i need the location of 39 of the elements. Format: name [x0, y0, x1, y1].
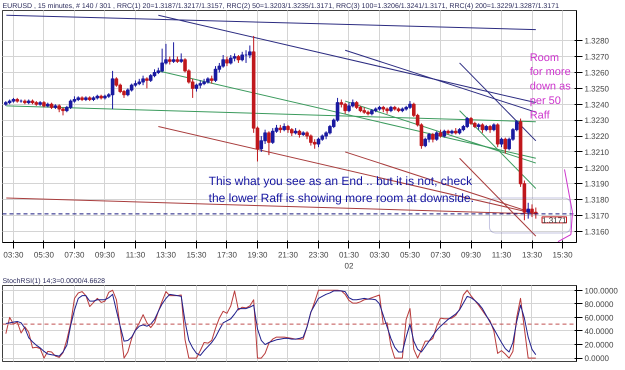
y-tick-label: 80.0000 — [584, 300, 614, 309]
x-tick-label: 01:30 02 — [338, 250, 360, 270]
x-tick-label: 17:30 — [216, 250, 238, 260]
x-tick-label: 07:30 — [64, 250, 85, 260]
y-tick-label: 1.3180 — [584, 196, 610, 205]
x-tick-label: 05:30 — [400, 250, 421, 260]
x-tick-label: 23:30 — [308, 250, 330, 260]
x-tick-label: 13:30 — [522, 250, 543, 260]
y-tick-label: 1.3270 — [584, 52, 610, 62]
y-tick-label: 1.3220 — [584, 132, 610, 142]
x-tick-label: 11:30 — [492, 250, 512, 260]
x-tick-label: 15:30 — [552, 250, 574, 260]
x-tick-label: 11:30 — [126, 250, 146, 260]
x-tick-label: 21:30 — [278, 250, 299, 260]
y-tick-label: 60.0000 — [584, 313, 614, 322]
y-tick-label: 1.3230 — [584, 116, 610, 126]
x-tick-label: 09:30 — [94, 250, 116, 260]
y-tick-label: 100.0000 — [584, 286, 618, 296]
x-tick-label: 07:30 — [430, 250, 452, 260]
y-tick-label: 20.0000 — [584, 340, 614, 350]
y-tick-label: 1.3170 — [584, 211, 610, 220]
y-tick-label: 1.3280 — [584, 36, 610, 46]
x-tick-label: 15:30 — [186, 250, 208, 260]
x-tick-label: 03:30 — [369, 250, 390, 260]
y-tick-label: 1.3190 — [584, 180, 610, 189]
y-tick-label: 0.0000 — [584, 354, 610, 364]
y-tick-label: 1.3240 — [584, 100, 610, 110]
y-tick-label: 1.3160 — [584, 227, 610, 236]
y-tick-label: 1.3210 — [584, 148, 610, 157]
x-tick-label: 05:30 — [34, 250, 54, 260]
y-tick-label: 40.0000 — [584, 326, 614, 336]
y-tick-label: 1.3250 — [584, 84, 610, 94]
y-tick-label: 1.3260 — [584, 68, 610, 78]
x-tick-label: 19:30 — [247, 250, 268, 260]
annotation: Room for more down as per 50 Raff — [530, 52, 572, 122]
x-tick-label: 13:30 — [156, 250, 177, 260]
x-tick-label: 09:30 — [460, 250, 482, 260]
y-tick-label: 1.3200 — [584, 164, 610, 173]
x-tick-label: 03:30 — [3, 250, 24, 260]
